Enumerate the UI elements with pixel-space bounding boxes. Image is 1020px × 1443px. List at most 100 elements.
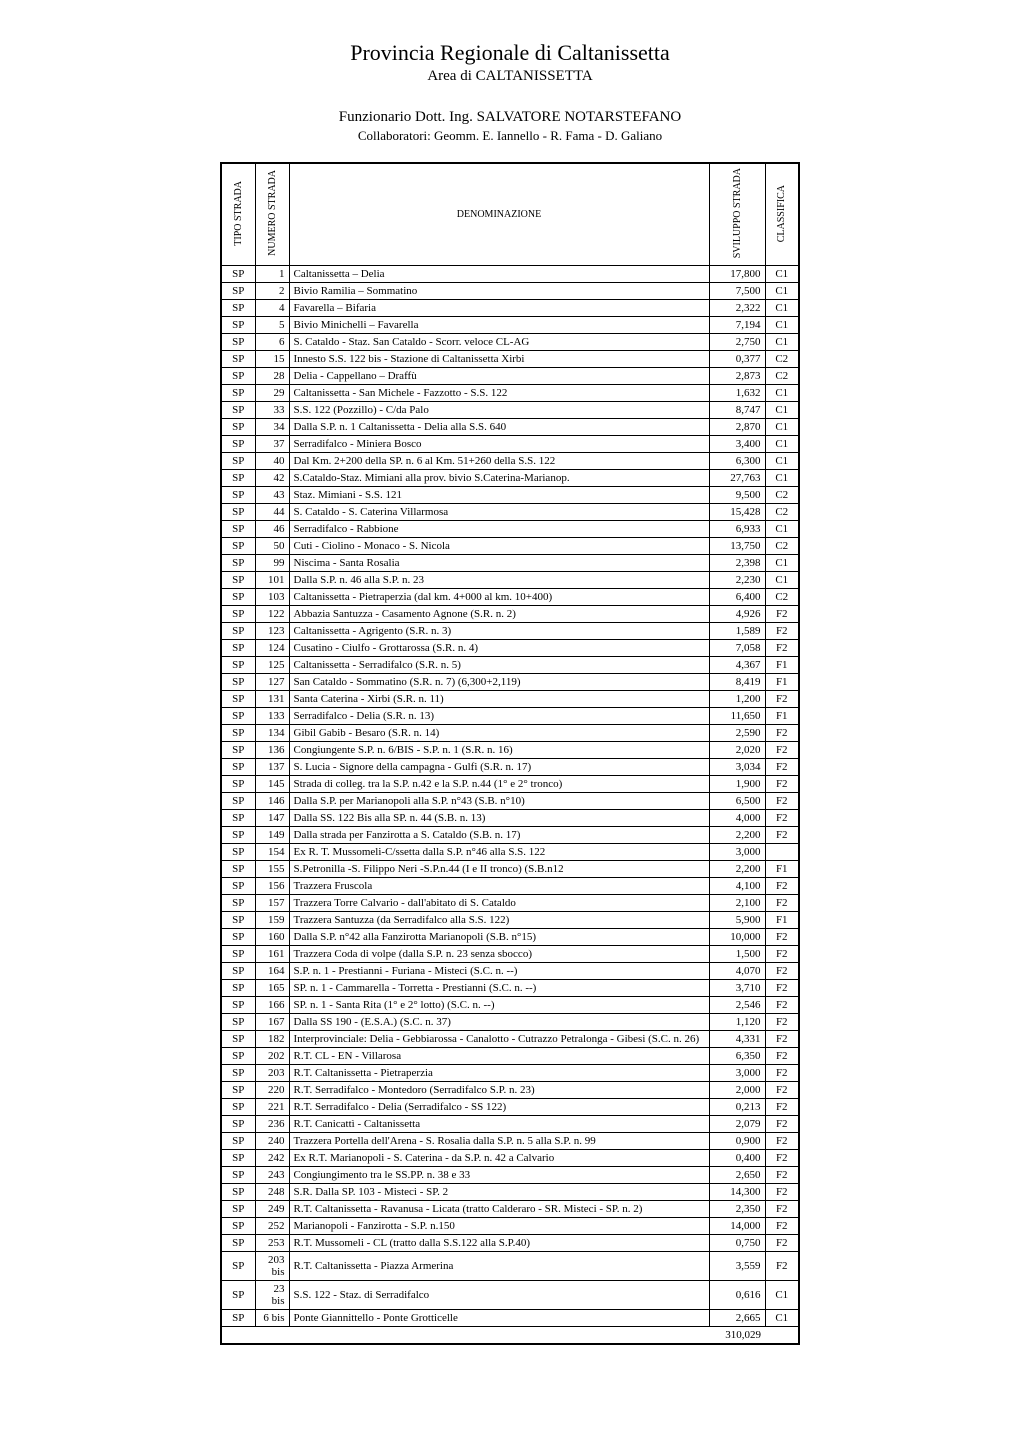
- table-row: SP161Trazzera Coda di volpe (dalla S.P. …: [221, 946, 799, 963]
- cell-tipo: SP: [221, 606, 255, 623]
- cell-tipo: SP: [221, 1235, 255, 1252]
- cell-tipo: SP: [221, 1201, 255, 1218]
- cell-tipo: SP: [221, 895, 255, 912]
- cell-tipo: SP: [221, 504, 255, 521]
- cell-denominazione: Abbazia Santuzza - Casamento Agnone (S.R…: [289, 606, 709, 623]
- table-row: SP101Dalla S.P. n. 46 alla S.P. n. 232,2…: [221, 572, 799, 589]
- cell-sviluppo: 17,800: [709, 266, 765, 283]
- cell-classifica: F2: [765, 1150, 799, 1167]
- table-row: SP103Caltanissetta - Pietraperzia (dal k…: [221, 589, 799, 606]
- table-row: SP6 bisPonte Giannittello - Ponte Grotti…: [221, 1310, 799, 1327]
- cell-classifica: F2: [765, 1184, 799, 1201]
- cell-classifica: C1: [765, 1310, 799, 1327]
- cell-sviluppo: 2,870: [709, 419, 765, 436]
- table-row: SP220R.T. Serradifalco - Montedoro (Serr…: [221, 1082, 799, 1099]
- cell-sviluppo: 2,079: [709, 1116, 765, 1133]
- funzionario-line: Funzionario Dott. Ing. SALVATORE NOTARST…: [60, 109, 960, 126]
- cell-denominazione: R.T. Caltanissetta - Ravanusa - Licata (…: [289, 1201, 709, 1218]
- cell-denominazione: Ponte Giannittello - Ponte Grotticelle: [289, 1310, 709, 1327]
- cell-numero: 252: [255, 1218, 289, 1235]
- cell-sviluppo: 4,070: [709, 963, 765, 980]
- cell-numero: 203: [255, 1065, 289, 1082]
- cell-sviluppo: 0,400: [709, 1150, 765, 1167]
- cell-denominazione: Delia - Cappellano – Draffù: [289, 368, 709, 385]
- table-row: SP5Bivio Minichelli – Favarella7,194C1: [221, 317, 799, 334]
- cell-classifica: F2: [765, 742, 799, 759]
- cell-numero: 137: [255, 759, 289, 776]
- cell-numero: 161: [255, 946, 289, 963]
- cell-tipo: SP: [221, 640, 255, 657]
- cell-sviluppo: 2,200: [709, 827, 765, 844]
- cell-tipo: SP: [221, 538, 255, 555]
- cell-denominazione: S.S. 122 - Staz. di Serradifalco: [289, 1281, 709, 1310]
- cell-sviluppo: 5,900: [709, 912, 765, 929]
- cell-denominazione: Serradifalco - Rabbione: [289, 521, 709, 538]
- cell-numero: 136: [255, 742, 289, 759]
- cell-denominazione: Caltanissetta – Delia: [289, 266, 709, 283]
- cell-denominazione: Serradifalco - Miniera Bosco: [289, 436, 709, 453]
- cell-denominazione: Staz. Mimiani - S.S. 121: [289, 487, 709, 504]
- cell-numero: 44: [255, 504, 289, 521]
- cell-classifica: C2: [765, 589, 799, 606]
- table-row: SP221R.T. Serradifalco - Delia (Serradif…: [221, 1099, 799, 1116]
- cell-classifica: C1: [765, 419, 799, 436]
- cell-numero: 149: [255, 827, 289, 844]
- cell-tipo: SP: [221, 368, 255, 385]
- cell-classifica: C2: [765, 368, 799, 385]
- cell-numero: 28: [255, 368, 289, 385]
- cell-tipo: SP: [221, 963, 255, 980]
- cell-sviluppo: 7,500: [709, 283, 765, 300]
- table-row: SP43Staz. Mimiani - S.S. 1219,500C2: [221, 487, 799, 504]
- cell-sviluppo: 11,650: [709, 708, 765, 725]
- cell-numero: 248: [255, 1184, 289, 1201]
- cell-tipo: SP: [221, 1184, 255, 1201]
- cell-classifica: F2: [765, 1048, 799, 1065]
- table-row: SP240Trazzera Portella dell'Arena - S. R…: [221, 1133, 799, 1150]
- cell-classifica: C1: [765, 317, 799, 334]
- cell-classifica: F2: [765, 1116, 799, 1133]
- cell-tipo: SP: [221, 487, 255, 504]
- table-row: SP99Niscima - Santa Rosalia2,398C1: [221, 555, 799, 572]
- cell-classifica: F2: [765, 691, 799, 708]
- cell-denominazione: Marianopoli - Fanzirotta - S.P. n.150: [289, 1218, 709, 1235]
- cell-tipo: SP: [221, 725, 255, 742]
- cell-tipo: SP: [221, 912, 255, 929]
- cell-classifica: C1: [765, 334, 799, 351]
- cell-numero: 34: [255, 419, 289, 436]
- table-row: SP145Strada di colleg. tra la S.P. n.42 …: [221, 776, 799, 793]
- cell-tipo: SP: [221, 708, 255, 725]
- cell-sviluppo: 7,194: [709, 317, 765, 334]
- cell-sviluppo: 1,632: [709, 385, 765, 402]
- cell-sviluppo: 2,100: [709, 895, 765, 912]
- cell-denominazione: R.T. Serradifalco - Delia (Serradifalco …: [289, 1099, 709, 1116]
- cell-denominazione: S.R. Dalla SP. 103 - Misteci - SP. 2: [289, 1184, 709, 1201]
- cell-classifica: F2: [765, 895, 799, 912]
- roads-table: TIPO STRADA NUMERO STRADA DENOMINAZIONE …: [220, 162, 800, 1345]
- cell-numero: 23 bis: [255, 1281, 289, 1310]
- cell-tipo: SP: [221, 470, 255, 487]
- cell-tipo: SP: [221, 453, 255, 470]
- cell-sviluppo: 0,750: [709, 1235, 765, 1252]
- cell-classifica: C1: [765, 283, 799, 300]
- cell-classifica: F2: [765, 1133, 799, 1150]
- cell-classifica: F2: [765, 640, 799, 657]
- cell-denominazione: Dalla S.P. n°42 alla Fanzirotta Marianop…: [289, 929, 709, 946]
- cell-numero: 159: [255, 912, 289, 929]
- cell-numero: 253: [255, 1235, 289, 1252]
- table-row: SP50Cuti - Ciolino - Monaco - S. Nicola1…: [221, 538, 799, 555]
- col-classifica: CLASSIFICA: [765, 163, 799, 266]
- cell-sviluppo: 4,367: [709, 657, 765, 674]
- cell-tipo: SP: [221, 844, 255, 861]
- cell-sviluppo: 0,900: [709, 1133, 765, 1150]
- cell-classifica: F2: [765, 997, 799, 1014]
- cell-numero: 33: [255, 402, 289, 419]
- cell-sviluppo: 2,665: [709, 1310, 765, 1327]
- cell-tipo: SP: [221, 1252, 255, 1281]
- cell-sviluppo: 2,590: [709, 725, 765, 742]
- cell-numero: 220: [255, 1082, 289, 1099]
- cell-denominazione: Cuti - Ciolino - Monaco - S. Nicola: [289, 538, 709, 555]
- cell-sviluppo: 2,398: [709, 555, 765, 572]
- cell-numero: 147: [255, 810, 289, 827]
- cell-sviluppo: 4,100: [709, 878, 765, 895]
- cell-denominazione: Caltanissetta - Agrigento (S.R. n. 3): [289, 623, 709, 640]
